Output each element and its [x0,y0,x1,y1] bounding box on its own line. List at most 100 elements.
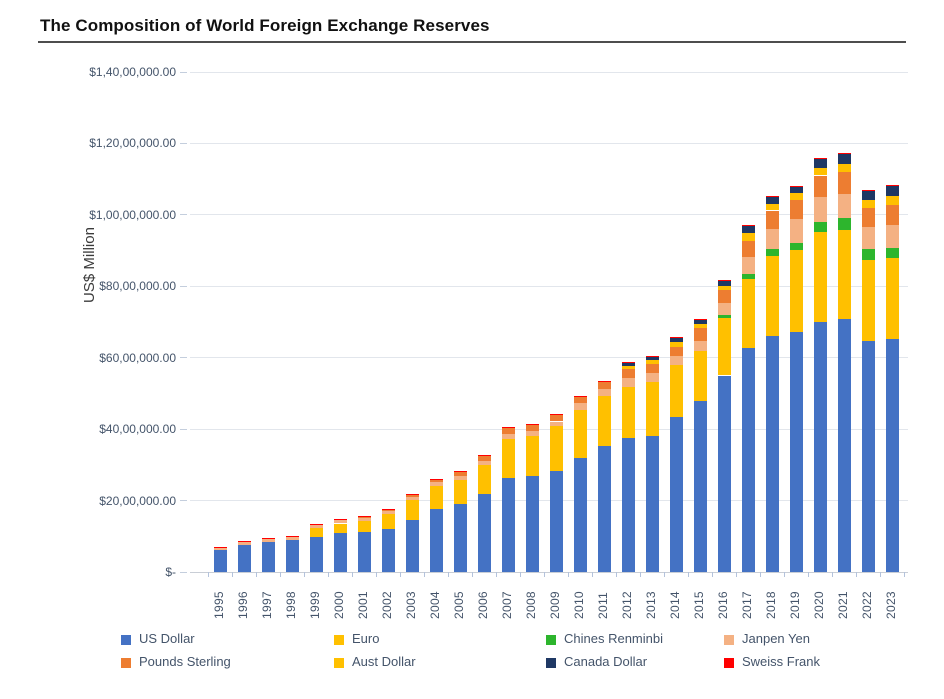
bar-segment-aust-dollar [741,233,755,241]
bar-segment-janpen-yen [597,388,611,396]
bar-segment-sweiss-frank [381,509,395,510]
legend-swatch-icon [121,658,131,668]
bar-segment-sweiss-frank [765,195,779,197]
bar-segment-euro [717,317,731,376]
x-axis-year-label: 2017 [740,591,754,619]
legend-item-sweiss-frank: Sweiss Frank [724,654,820,669]
bar-segment-janpen-yen [693,340,707,351]
bar-segment-us-dollar [525,475,539,572]
bar-segment-euro [645,381,659,436]
y-axis-tick [180,500,187,502]
bar-segment-us-dollar [813,321,827,572]
bar-segment-sweiss-frank [669,337,683,338]
bar-segment-pounds-sterling [333,518,347,521]
x-axis-tick [400,572,401,577]
bar-segment-canada-dollar [885,185,899,196]
bar-segment-pounds-sterling [429,479,443,483]
x-axis-year-label: 2022 [860,591,874,619]
x-axis-year-label: 2000 [332,591,346,619]
bar-segment-janpen-yen [309,525,323,529]
bar-segment-pounds-sterling [261,537,275,540]
bar-segment-euro [597,395,611,446]
bar-segment-sweiss-frank [837,153,851,154]
bar-segment-sweiss-frank [261,537,275,539]
bar-segment-janpen-yen [285,537,299,541]
bar-segment-sweiss-frank [813,158,827,159]
x-axis-tick [640,572,641,577]
bar-segment-janpen-yen [237,542,251,545]
bar-segment-janpen-yen [717,302,731,315]
bar-segment-us-dollar [549,470,563,572]
x-axis-year-label: 2008 [524,591,538,619]
y-gridline [190,285,908,287]
bar-segment-us-dollar [861,340,875,572]
bar-segment-euro [693,350,707,402]
legend-item-chines-renminbi: Chines Renminbi [546,631,663,646]
bar-segment-janpen-yen [549,421,563,427]
bar-segment-pounds-sterling [501,427,515,435]
legend-label: Pounds Sterling [139,654,231,669]
bar-segment-aust-dollar [693,324,707,329]
x-axis-tick [304,572,305,577]
legend-swatch-icon [546,635,556,645]
y-axis-tick-label: $80,00,000.00 [99,279,176,294]
x-axis-year-label: 2019 [788,591,802,619]
bar-segment-us-dollar [573,457,587,572]
bar-segment-janpen-yen [837,194,851,218]
y-axis-tick [180,285,187,287]
x-axis-tick [280,572,281,577]
bar-segment-aust-dollar [813,167,827,176]
bar-segment-us-dollar [885,339,899,572]
x-axis-tick [544,572,545,577]
bar-segment-sweiss-frank [717,279,731,281]
bar-segment-pounds-sterling [861,207,875,228]
bar-segment-us-dollar [477,494,491,572]
bar-segment-canada-dollar [741,225,755,234]
bar-segment-euro [549,426,563,471]
bar-segment-us-dollar [309,537,323,572]
bar-segment-us-dollar [381,528,395,572]
bar-segment-janpen-yen [669,355,683,366]
legend-label: Janpen Yen [742,631,810,646]
bar-segment-us-dollar [621,438,635,572]
y-axis-tick [180,571,187,573]
bar-segment-us-dollar [645,436,659,572]
bar-segment-euro [381,513,395,529]
bar-segment-canada-dollar [693,320,707,325]
bar-segment-janpen-yen [381,510,395,514]
legend-item-janpen-yen: Janpen Yen [724,631,810,646]
chart-title: The Composition of World Foreign Exchang… [40,16,490,35]
y-axis-tick-label: $60,00,000.00 [99,350,176,365]
legend-item-aust-dollar: Aust Dollar [334,654,416,669]
bar-segment-pounds-sterling [597,381,611,389]
x-axis-year-label: 2010 [572,591,586,619]
bar-segment-euro [837,230,851,319]
bar-segment-pounds-sterling [357,516,371,519]
legend-label: Chines Renminbi [564,631,663,646]
bar-segment-canada-dollar [861,190,875,200]
y-gridline [190,214,908,216]
bar-segment-sweiss-frank [885,184,899,186]
bar-segment-aust-dollar [861,199,875,208]
plot-area: $- $20,00,000.00 $40,00,000.00 $60,00,000.0… [0,65,944,619]
x-axis-year-label: 2002 [380,591,394,619]
bar-segment-janpen-yen [477,461,491,465]
bar-segment-chines-renminbi [717,314,731,318]
y-axis-tick-label: $1,40,00,000.00 [89,65,176,79]
bar-segment-us-dollar [213,550,227,572]
bar-segment-sweiss-frank [573,395,587,397]
title-underline [38,41,906,43]
bar-segment-euro [501,439,515,478]
bar-segment-janpen-yen [405,496,419,500]
bar-segment-euro [333,523,347,534]
bar-segment-pounds-sterling [837,171,851,195]
bar-segment-janpen-yen [789,219,803,243]
bar-segment-us-dollar [717,375,731,572]
x-axis-year-label: 1995 [212,591,226,619]
x-axis-tick [592,572,593,577]
x-axis-year-label: 2003 [404,591,418,619]
bar-segment-sweiss-frank [549,413,563,415]
bar-segment-euro [477,464,491,495]
legend-item-euro: Euro [334,631,379,646]
bar-segment-pounds-sterling [405,494,419,497]
